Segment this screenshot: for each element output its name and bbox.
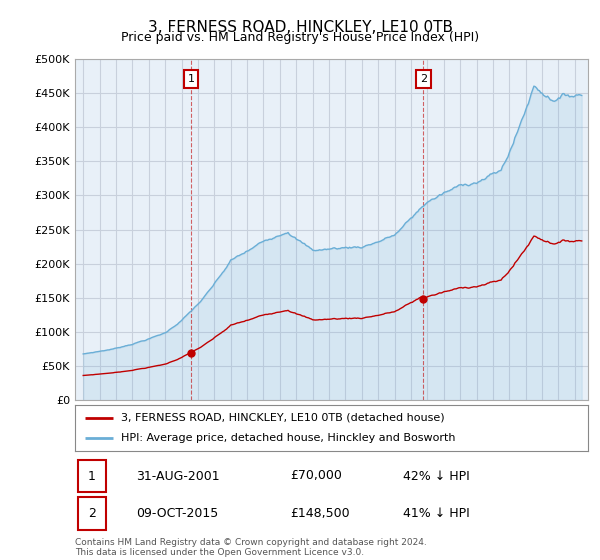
Text: £148,500: £148,500 — [290, 507, 350, 520]
Text: 2: 2 — [88, 507, 95, 520]
Text: Price paid vs. HM Land Registry's House Price Index (HPI): Price paid vs. HM Land Registry's House … — [121, 31, 479, 44]
FancyBboxPatch shape — [77, 460, 106, 492]
Text: £70,000: £70,000 — [290, 469, 343, 483]
Text: 1: 1 — [188, 74, 194, 85]
Text: 3, FERNESS ROAD, HINCKLEY, LE10 0TB (detached house): 3, FERNESS ROAD, HINCKLEY, LE10 0TB (det… — [121, 413, 445, 423]
Text: 41% ↓ HPI: 41% ↓ HPI — [403, 507, 470, 520]
Text: 42% ↓ HPI: 42% ↓ HPI — [403, 469, 470, 483]
Text: 31-AUG-2001: 31-AUG-2001 — [137, 469, 220, 483]
Text: 09-OCT-2015: 09-OCT-2015 — [137, 507, 219, 520]
Text: 1: 1 — [88, 469, 95, 483]
Text: 2: 2 — [420, 74, 427, 85]
Text: Contains HM Land Registry data © Crown copyright and database right 2024.
This d: Contains HM Land Registry data © Crown c… — [75, 538, 427, 557]
FancyBboxPatch shape — [77, 497, 106, 530]
Text: 3, FERNESS ROAD, HINCKLEY, LE10 0TB: 3, FERNESS ROAD, HINCKLEY, LE10 0TB — [148, 20, 452, 35]
Text: HPI: Average price, detached house, Hinckley and Bosworth: HPI: Average price, detached house, Hinc… — [121, 433, 455, 443]
